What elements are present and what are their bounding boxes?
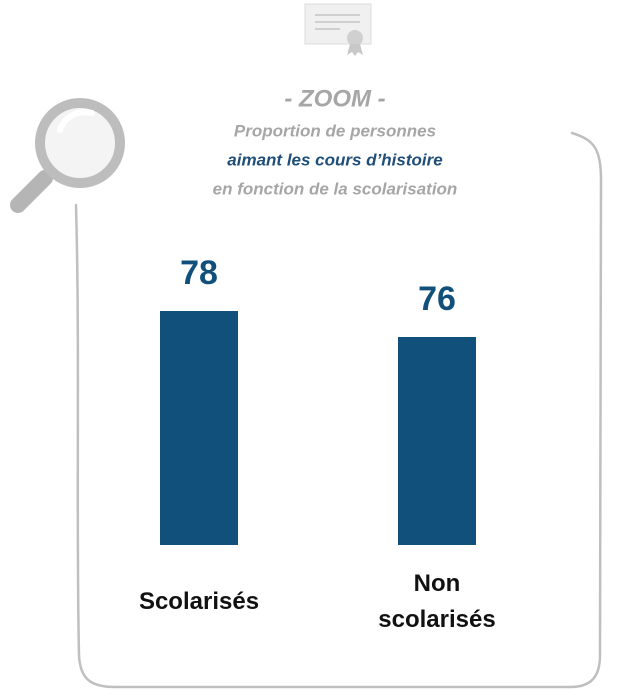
subtitle: en fonction de la scolarisation [213, 179, 458, 198]
data-label: 78 [180, 254, 218, 292]
chart-title: - ZOOM - [284, 85, 385, 112]
bar [398, 337, 476, 545]
x-tick-label: Non scolarisés [378, 570, 496, 633]
frame [74, 131, 603, 689]
certificate-icon [304, 3, 372, 56]
magnifier-icon [10, 98, 125, 213]
x-tick-label: Scolarisés [138, 588, 260, 615]
subtitle: Proportion de personnes [234, 121, 436, 140]
bar [160, 311, 238, 545]
data-label: 76 [418, 280, 456, 318]
subtitle: aimant les cours d’histoire [227, 150, 442, 169]
